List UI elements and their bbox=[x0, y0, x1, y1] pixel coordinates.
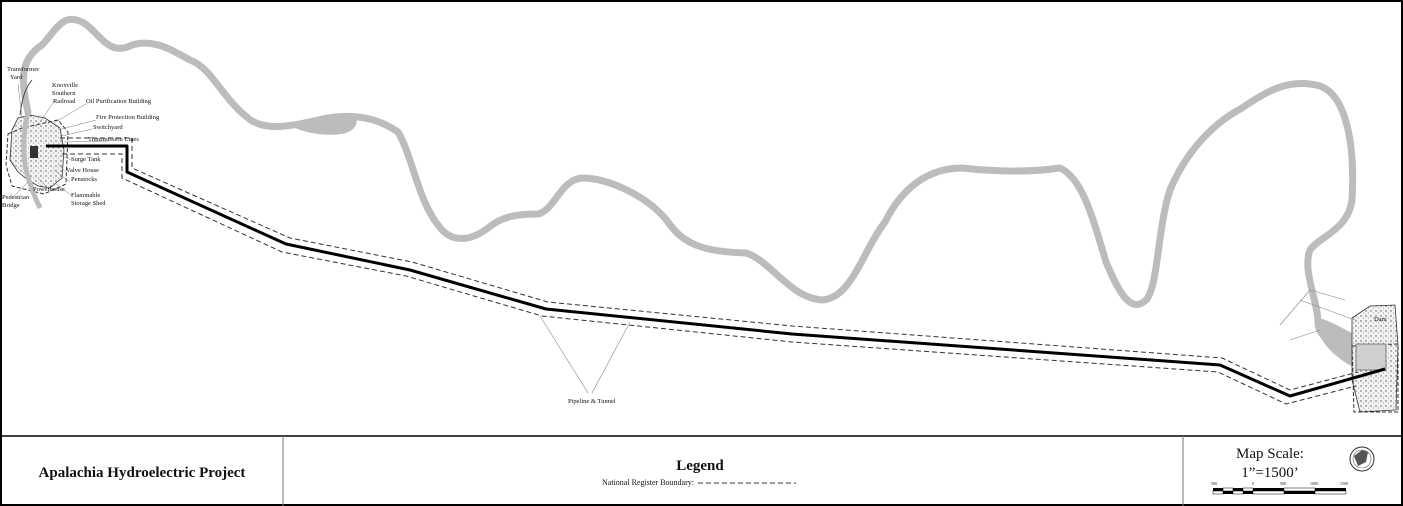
north-arrow-text: NORTH bbox=[1357, 462, 1370, 472]
surge-tank-label: Surge Tank bbox=[71, 156, 101, 163]
pipeline-leader-left bbox=[539, 315, 589, 394]
dam-terrain-lines bbox=[1279, 289, 1356, 341]
powerhouse-boundary bbox=[5, 119, 69, 195]
powerhouse-building bbox=[30, 146, 38, 158]
project-title: Apalachia Hydroelectric Project bbox=[39, 465, 246, 481]
railroad-label: Knoxville Southern Railroad bbox=[52, 82, 78, 105]
river-pool bbox=[295, 114, 357, 135]
scale-tick: 0 bbox=[1252, 481, 1254, 486]
switchyard-label: Switchyard bbox=[93, 124, 123, 131]
pipeline-tunnel bbox=[46, 144, 1386, 398]
scale-tick: 500 bbox=[1280, 481, 1286, 486]
pedestrian-bridge-label: Pedestrian Bridge bbox=[2, 194, 30, 209]
pipeline-tunnel-label: Pipeline & Tunnel bbox=[568, 398, 616, 405]
transformer-yard-label: Transformer Yard bbox=[7, 66, 40, 81]
river-channel bbox=[19, 16, 1369, 356]
legend-heading: Legend bbox=[676, 458, 724, 474]
powerhouse-leaders bbox=[13, 83, 109, 197]
river-at-powerhouse bbox=[21, 111, 43, 210]
dam-structure bbox=[1355, 343, 1387, 371]
fire-protection-label: Fire Protection Building bbox=[96, 114, 160, 121]
flammable-storage-label: Flammable Storage Shed bbox=[71, 192, 106, 207]
valve-house-label: Valve House bbox=[66, 167, 99, 174]
transmission-lines-label: Transmission Lines bbox=[88, 136, 139, 143]
national-register-boundary-lower bbox=[62, 153, 1357, 405]
scale-ratio: 1”=1500’ bbox=[1241, 465, 1299, 481]
scale-heading: Map Scale: bbox=[1236, 446, 1304, 462]
penstocks-label: Penstocks bbox=[71, 176, 97, 183]
oil-purification-label: Oil Purification Building bbox=[86, 98, 152, 105]
powerhouse-label: Powerhouse bbox=[33, 186, 65, 193]
north-arrow-icon: NORTH bbox=[1349, 446, 1375, 472]
scale-tick: 1000 bbox=[1310, 481, 1318, 486]
scale-tick: 1500 bbox=[1340, 481, 1348, 486]
railroad-line bbox=[19, 79, 33, 116]
boundary-legend-label: National Register Boundary: bbox=[602, 478, 694, 487]
dam-label: Dam bbox=[1374, 316, 1387, 323]
national-register-boundary bbox=[60, 137, 1359, 391]
pipeline-leader-right bbox=[591, 321, 631, 394]
scale-tick: 500 bbox=[1211, 481, 1217, 486]
scale-bar bbox=[1212, 487, 1347, 495]
